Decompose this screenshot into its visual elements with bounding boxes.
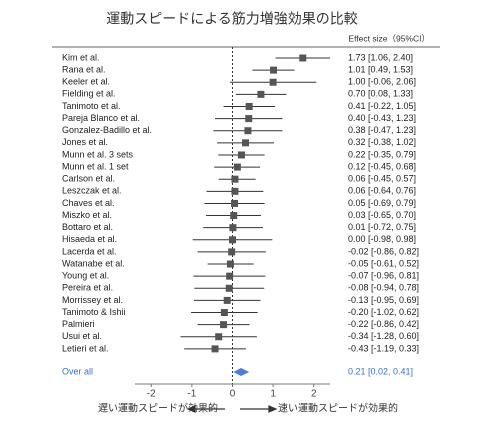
effect-square xyxy=(231,187,239,195)
value-label: 0.03 [-0.65, 0.70] xyxy=(348,210,416,220)
effect-square xyxy=(231,175,239,183)
study-label: Carlson et al. xyxy=(62,174,115,184)
study-label: Gonzalez-Badillo et al. xyxy=(62,125,152,135)
value-label: -0.43 [-1.19, 0.33] xyxy=(348,343,419,353)
chart-subtitle: Effect size（95%CI） xyxy=(348,33,430,43)
arrows xyxy=(186,405,278,413)
value-label: 1.01 [0.49, 1.53] xyxy=(348,64,413,74)
overall-diamond xyxy=(233,368,250,376)
value-label: 0.06 [-0.64, 0.76] xyxy=(348,186,416,196)
overall-label: Over all xyxy=(62,366,93,376)
value-label: -0.08 [-0.94, 0.78] xyxy=(348,283,419,293)
value-label: 1.00 [-0.06, 2.06] xyxy=(348,77,416,87)
study-label: Morrissey et al. xyxy=(62,295,123,305)
study-label: Bottaro et al. xyxy=(62,222,113,232)
value-label: -0.07 [-0.96, 0.81] xyxy=(348,271,419,281)
x-tick-label: -1 xyxy=(187,389,196,400)
value-label: 0.38 [-0.47, 1.23] xyxy=(348,125,416,135)
effect-square xyxy=(229,224,237,232)
study-label: Young et al. xyxy=(62,271,109,281)
value-label: 0.40 [-0.43, 1.23] xyxy=(348,113,416,123)
study-label: Munn et al. 1 set xyxy=(62,161,129,171)
effect-square xyxy=(229,236,236,244)
effect-square xyxy=(257,90,265,98)
study-label: Keeler et al. xyxy=(62,77,110,87)
study-label: Chaves et al. xyxy=(62,198,115,208)
value-label: 0.12 [-0.45, 0.68] xyxy=(348,161,416,171)
effect-square xyxy=(299,54,307,62)
value-label: 0.06 [-0.45, 0.57] xyxy=(348,174,416,184)
value-label: 0.00 [-0.98, 0.98] xyxy=(348,234,416,244)
value-label: 0.41 [-0.22, 1.05] xyxy=(348,101,416,111)
x-tick-label: -2 xyxy=(147,389,156,400)
effect-square xyxy=(228,248,236,256)
effect-square xyxy=(233,163,241,171)
value-label: 0.01 [-0.72, 0.75] xyxy=(348,222,416,232)
study-label: Usui et al. xyxy=(62,331,102,341)
effect-square xyxy=(223,296,231,304)
value-label: -0.22 [-0.86, 0.42] xyxy=(348,319,419,329)
value-label: 0.22 [-0.35, 0.79] xyxy=(348,149,416,159)
study-label: Watanabe et al. xyxy=(62,258,125,268)
left-label: 遅い運動スピードが効果的 xyxy=(98,402,218,415)
effect-square xyxy=(226,260,234,268)
chart-title: 運動スピードによる筋力増強効果の比較 xyxy=(106,11,358,27)
value-label: -0.05 [-0.61, 0.52] xyxy=(348,258,419,268)
value-label: 0.05 [-0.69, 0.79] xyxy=(348,198,416,208)
x-tick-label: 1 xyxy=(270,389,276,400)
right-label: 速い運動スピードが効果的 xyxy=(278,402,398,415)
value-label: 1.73 [1.06, 2.40] xyxy=(348,52,413,62)
x-tick-label: 2 xyxy=(311,389,317,400)
study-label: Pareja Blanco et al. xyxy=(62,113,140,123)
effect-square xyxy=(220,321,228,329)
effect-square xyxy=(237,151,245,159)
effect-square xyxy=(211,345,219,353)
x-tick-label: 0 xyxy=(230,389,236,400)
study-label: Lacerda et al. xyxy=(62,246,117,256)
study-label: Munn et al. 3 sets xyxy=(62,149,134,159)
effect-square xyxy=(220,309,228,317)
value-label: -0.20 [-1.02, 0.62] xyxy=(348,307,419,317)
effect-square xyxy=(245,115,253,123)
study-label: Miszko et al. xyxy=(62,210,112,220)
study-label: Rana et al. xyxy=(62,64,106,74)
effect-square xyxy=(269,78,277,86)
value-label: -0.02 [-0.86, 0.82] xyxy=(348,246,419,256)
study-label: Palmieri xyxy=(62,319,95,329)
value-label: -0.34 [-1.28, 0.60] xyxy=(348,331,419,341)
study-label: Hisaeda et al. xyxy=(62,234,117,244)
effect-square xyxy=(215,333,223,341)
study-label: Leszczak et al. xyxy=(62,186,122,196)
study-label: Tanimoto & Ishii xyxy=(62,307,126,317)
value-label: 0.70 [0.08, 1.33] xyxy=(348,89,413,99)
study-label: Tanimoto et al. xyxy=(62,101,121,111)
effect-square xyxy=(244,127,252,135)
study-label: Kim et al. xyxy=(62,52,100,62)
effect-square xyxy=(245,102,253,110)
effect-square xyxy=(225,284,233,292)
effect-square xyxy=(226,272,234,280)
effect-square xyxy=(230,212,238,220)
study-label: Pereira et al. xyxy=(62,283,113,293)
value-label: 0.32 [-0.38, 1.02] xyxy=(348,137,416,147)
study-label: Letieri et al. xyxy=(62,343,109,353)
effect-square xyxy=(231,199,239,207)
overall-value-label: 0.21 [0.02, 0.41] xyxy=(348,366,413,376)
study-label: Jones et al. xyxy=(62,137,108,147)
value-label: -0.13 [-0.95, 0.69] xyxy=(348,295,419,305)
effect-square xyxy=(270,66,278,74)
effect-square xyxy=(242,139,249,147)
study-label: Fielding et al. xyxy=(62,89,116,99)
